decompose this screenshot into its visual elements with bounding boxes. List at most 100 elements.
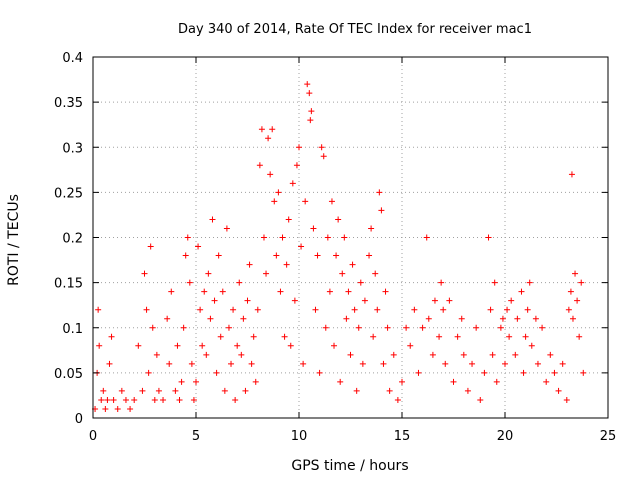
data-point: [341, 234, 348, 241]
data-point: [291, 297, 298, 304]
data-point: [351, 306, 358, 313]
data-point: [139, 387, 146, 394]
data-point: [153, 351, 160, 358]
data-point: [184, 234, 191, 241]
data-point: [347, 351, 354, 358]
data-point: [477, 396, 484, 403]
data-point: [372, 270, 379, 277]
data-point: [349, 261, 356, 268]
data-point: [273, 252, 280, 259]
data-point: [568, 171, 575, 178]
data-point: [122, 396, 129, 403]
data-point: [512, 351, 519, 358]
data-point: [252, 378, 259, 385]
data-point: [382, 288, 389, 295]
data-point: [565, 306, 572, 313]
data-point: [215, 252, 222, 259]
data-point: [277, 288, 284, 295]
data-point: [460, 351, 467, 358]
data-point: [520, 369, 527, 376]
data-point: [283, 261, 290, 268]
data-point: [246, 261, 253, 268]
data-point: [242, 387, 249, 394]
data-point: [298, 243, 305, 250]
data-point: [213, 369, 220, 376]
data-point: [100, 387, 107, 394]
data-point: [127, 405, 134, 412]
x-tick-label: 20: [497, 429, 514, 444]
x-tick-label: 0: [89, 429, 97, 444]
data-point: [223, 225, 230, 232]
data-point: [188, 360, 195, 367]
data-point: [221, 387, 228, 394]
data-point: [110, 396, 117, 403]
data-point: [98, 396, 105, 403]
data-point: [248, 360, 255, 367]
data-point: [390, 351, 397, 358]
data-point: [497, 324, 504, 331]
data-point: [172, 387, 179, 394]
data-point: [524, 306, 531, 313]
data-point: [285, 216, 292, 223]
chart-title: Day 340 of 2014, Rate Of TEC Index for r…: [178, 22, 532, 37]
data-point: [551, 369, 558, 376]
data-point: [534, 360, 541, 367]
data-point: [543, 378, 550, 385]
data-point: [199, 342, 206, 349]
data-point: [141, 270, 148, 277]
data-point: [320, 153, 327, 160]
data-point: [250, 333, 257, 340]
data-point: [289, 180, 296, 187]
data-point: [469, 360, 476, 367]
data-point: [230, 306, 237, 313]
data-point: [454, 333, 461, 340]
data-point: [143, 306, 150, 313]
data-point: [399, 378, 405, 385]
data-point: [228, 360, 235, 367]
data-point: [407, 342, 414, 349]
data-point: [104, 396, 111, 403]
data-point: [180, 324, 187, 331]
data-point: [322, 324, 329, 331]
data-point: [415, 369, 422, 376]
data-point: [166, 360, 173, 367]
data-point: [333, 252, 340, 259]
data-point: [145, 369, 152, 376]
data-point: [539, 324, 546, 331]
data-point: [178, 378, 185, 385]
data-point: [106, 360, 113, 367]
y-tick-label: 0: [75, 412, 83, 427]
data-point: [195, 243, 202, 250]
data-point: [312, 306, 319, 313]
axis-ticks: 0 5 10 15 20 25 0 0.05 0.1 0.15 0.2 0.25 0.3 0.35 0.4: [54, 51, 616, 444]
data-point: [238, 351, 245, 358]
y-tick-label: 0.25: [54, 186, 83, 201]
data-point: [580, 369, 587, 376]
data-point: [275, 189, 282, 196]
data-point: [473, 324, 480, 331]
data-point: [232, 396, 239, 403]
data-point: [219, 288, 226, 295]
data-point: [423, 234, 430, 241]
data-point: [316, 369, 323, 376]
data-point: [293, 162, 300, 169]
data-point: [203, 351, 210, 358]
data-point: [164, 315, 171, 322]
data-point: [572, 270, 579, 277]
data-point: [182, 252, 189, 259]
data-point: [366, 252, 373, 259]
data-point: [563, 396, 570, 403]
data-point: [502, 360, 508, 367]
data-point: [425, 315, 432, 322]
data-point: [308, 108, 315, 115]
data-point: [355, 324, 362, 331]
data-point: [258, 126, 265, 133]
data-point: [574, 297, 581, 304]
data-point: [578, 279, 585, 286]
data-point: [244, 297, 251, 304]
grid: [93, 57, 608, 418]
data-point: [209, 216, 216, 223]
data-point: [357, 279, 364, 286]
data-point: [353, 387, 360, 394]
